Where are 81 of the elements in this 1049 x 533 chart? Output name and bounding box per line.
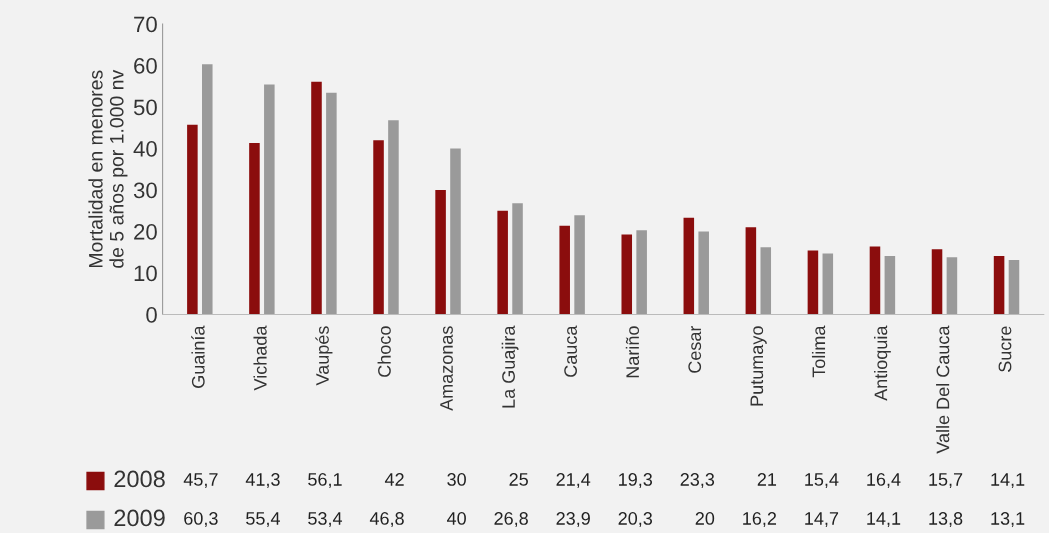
data-label: 42	[384, 473, 404, 486]
legend-label: 2009	[114, 509, 165, 527]
x-tick-label: Cauca	[564, 325, 577, 377]
bar	[202, 64, 213, 315]
data-label: 23,3	[680, 473, 715, 488]
bar	[497, 210, 508, 315]
bar	[636, 230, 647, 315]
y-tick-label: 60	[134, 58, 157, 74]
bar	[931, 249, 943, 315]
bar	[264, 84, 275, 315]
y-tick-label: 0	[146, 307, 157, 323]
bar	[807, 250, 819, 315]
bar	[512, 203, 523, 315]
data-label: 14,1	[991, 473, 1025, 488]
x-tick-label: Antioquia	[874, 325, 891, 401]
data-label: 55,4	[246, 512, 280, 527]
bar	[884, 255, 896, 315]
bar	[249, 143, 260, 315]
x-tick-label: Nariño	[625, 326, 640, 378]
bar	[450, 148, 461, 315]
data-label: 15,7	[929, 473, 963, 488]
bar	[187, 124, 198, 315]
y-tick-label: 20	[134, 224, 157, 240]
data-label: 13,1	[991, 512, 1025, 527]
bar	[311, 81, 322, 315]
data-label: 53,4	[308, 512, 343, 527]
bar	[435, 189, 446, 315]
data-label: 14,7	[805, 512, 839, 527]
data-label: 13,8	[929, 512, 963, 527]
data-label: 41,3	[245, 473, 280, 488]
bar	[621, 234, 633, 315]
x-tick-label: Tolima	[811, 325, 826, 378]
y-tick-label: 40	[133, 141, 157, 157]
data-label: 25	[509, 473, 528, 486]
y-axis-title: Mortalidad en menores de 5 años por 1.000 nv	[88, 69, 128, 268]
y-tick-label: 70	[134, 16, 157, 33]
bar	[869, 246, 881, 315]
data-label: 20	[695, 512, 715, 525]
bar	[1008, 260, 1020, 315]
x-tick-label: Cesar	[688, 325, 702, 373]
data-label: 60,3	[184, 512, 218, 527]
data-label: 56,1	[308, 473, 342, 488]
x-tick-label: Valle Del Cauca	[936, 325, 950, 454]
bar	[993, 255, 1005, 315]
x-tick-label: Amazonas	[440, 326, 453, 411]
x-tick-label: Choco	[377, 326, 391, 377]
x-tick-label: Guainía	[191, 325, 205, 388]
bar	[760, 247, 772, 315]
data-label: 19,3	[619, 473, 653, 488]
bar	[388, 120, 399, 315]
bar	[822, 253, 834, 315]
bar	[559, 225, 570, 315]
data-label: 30	[447, 473, 466, 486]
x-tick-label: La Guajira	[501, 325, 519, 408]
legend-label: 2008	[114, 470, 165, 488]
data-label: 23,9	[556, 512, 590, 527]
data-label: 20,3	[618, 512, 653, 527]
data-label: 15,4	[805, 473, 839, 488]
bar	[326, 92, 337, 315]
data-label: 40	[446, 512, 466, 525]
data-label: 26,8	[494, 512, 528, 527]
data-label: 16,2	[743, 512, 777, 527]
data-label: 21,4	[556, 473, 591, 488]
bar	[373, 140, 384, 315]
x-tick-label: Vaupés	[315, 326, 333, 386]
bar	[946, 257, 958, 315]
data-label: 45,7	[183, 473, 218, 488]
bar	[574, 215, 585, 315]
bar	[683, 217, 695, 315]
y-tick-label: 30	[133, 182, 157, 199]
y-tick-label: 50	[133, 99, 157, 116]
data-label: 14,1	[867, 512, 901, 527]
x-tick-label: Putumayo	[750, 326, 767, 406]
bar	[698, 231, 709, 315]
x-tick-label: Sucre	[998, 326, 1012, 372]
y-tick-label: 10	[134, 265, 157, 282]
x-tick-label: Vichada	[253, 325, 267, 391]
data-label: 16,4	[867, 473, 901, 488]
data-label: 21	[757, 473, 777, 486]
bar	[745, 227, 757, 315]
data-label: 46,8	[369, 512, 404, 527]
